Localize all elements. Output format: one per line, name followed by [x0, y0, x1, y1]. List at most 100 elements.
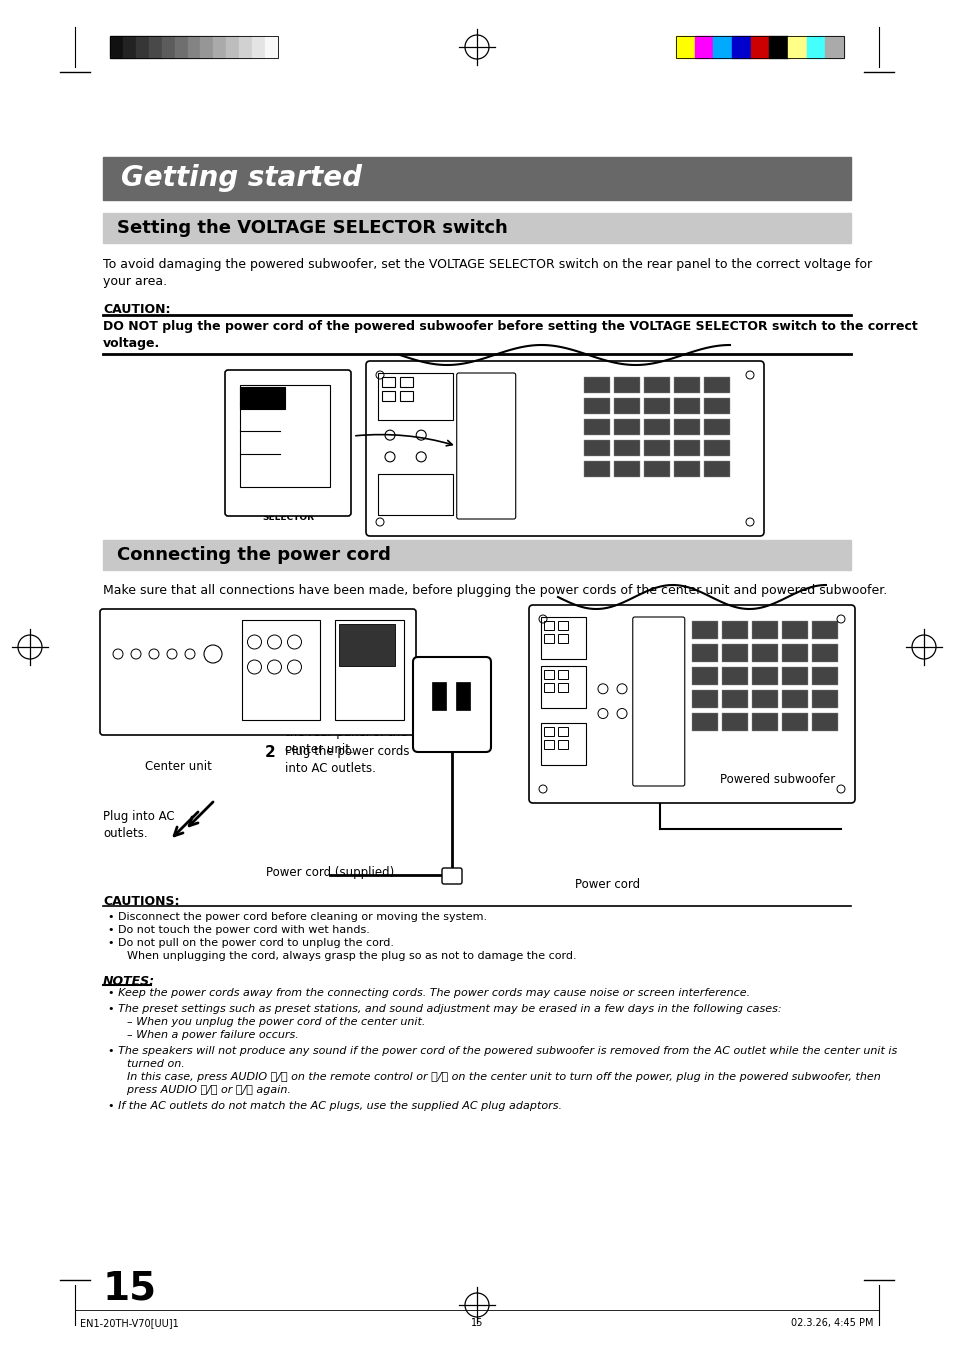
Bar	[584, 377, 610, 393]
Bar	[694, 37, 713, 58]
Bar	[103, 214, 850, 243]
Bar	[381, 391, 395, 402]
Bar	[781, 621, 807, 639]
Text: • Keep the power cords away from the connecting cords. The power cords may cause: • Keep the power cords away from the con…	[108, 988, 749, 998]
Bar	[644, 397, 670, 414]
Bar	[811, 644, 837, 662]
Text: To avoid damaging the powered subwoofer, set the VOLTAGE SELECTOR switch on the : To avoid damaging the powered subwoofer,…	[103, 258, 871, 288]
Bar	[432, 681, 446, 710]
Bar	[751, 621, 778, 639]
Text: 127V: 127V	[476, 435, 495, 442]
Text: VOLTAGE
SELECTOR: VOLTAGE SELECTOR	[470, 508, 502, 519]
Bar	[377, 373, 453, 419]
Text: press AUDIO ⏻/⏵ or ⏻/⏵ again.: press AUDIO ⏻/⏵ or ⏻/⏵ again.	[112, 1086, 291, 1095]
Bar	[540, 617, 585, 658]
Bar	[676, 37, 843, 58]
Bar	[674, 377, 700, 393]
Bar	[558, 671, 567, 679]
Bar	[584, 461, 610, 477]
Bar	[558, 740, 567, 749]
Bar	[750, 37, 768, 58]
Bar	[674, 439, 700, 456]
Bar	[399, 377, 413, 387]
Text: 110V: 110V	[294, 449, 321, 460]
Bar	[239, 37, 252, 58]
Text: When unplugging the cord, always grasp the plug so as not to damage the cord.: When unplugging the cord, always grasp t…	[112, 950, 576, 961]
Bar	[110, 37, 123, 58]
Bar	[614, 397, 639, 414]
Bar	[703, 397, 730, 414]
Bar	[691, 667, 718, 685]
Text: VOLTAGE
SELECTOR: VOLTAGE SELECTOR	[262, 503, 314, 522]
Bar	[540, 723, 585, 765]
Bar	[614, 461, 639, 477]
FancyBboxPatch shape	[413, 657, 491, 752]
Bar	[252, 37, 265, 58]
Text: In this case, press AUDIO ⏻/⏵ on the remote control or ⏻/⏵ on the center unit to: In this case, press AUDIO ⏻/⏵ on the rem…	[112, 1072, 880, 1082]
Bar	[768, 37, 787, 58]
Bar	[674, 419, 700, 435]
Bar	[751, 713, 778, 731]
Bar	[265, 37, 277, 58]
Bar	[787, 37, 806, 58]
Bar	[781, 667, 807, 685]
Bar	[691, 690, 718, 708]
Bar	[543, 727, 554, 735]
Bar	[781, 713, 807, 731]
Text: 1: 1	[265, 675, 275, 690]
Text: Plug into AC
outlets.: Plug into AC outlets.	[103, 810, 174, 840]
Text: Connecting the power cord: Connecting the power cord	[117, 546, 391, 564]
Bar	[691, 644, 718, 662]
Text: turned on.: turned on.	[112, 1059, 185, 1069]
Bar	[674, 461, 700, 477]
Bar	[543, 671, 554, 679]
Bar	[226, 37, 239, 58]
Bar	[103, 539, 850, 571]
Text: Powered subwoofer: Powered subwoofer	[720, 773, 835, 786]
Text: DO NOT plug the power cord of the powered subwoofer before setting the VOLTAGE S: DO NOT plug the power cord of the powere…	[103, 320, 917, 350]
Text: Firmly insert the
supplied power cord into
the ∼ AC IN socket on
the rear panel : Firmly insert the supplied power cord in…	[285, 675, 431, 756]
Text: 15: 15	[103, 1270, 157, 1307]
Text: 110V: 110V	[650, 731, 666, 737]
Text: TO SP-POWER: TO SP-POWER	[111, 630, 149, 635]
Bar	[644, 377, 670, 393]
Text: 2: 2	[265, 745, 275, 760]
Bar	[721, 713, 747, 731]
Bar	[381, 377, 395, 387]
Bar	[703, 439, 730, 456]
Text: • The preset settings such as preset stations, and sound adjustment may be erase: • The preset settings such as preset sta…	[108, 1005, 781, 1014]
Bar	[335, 621, 403, 721]
Bar	[558, 683, 567, 692]
Bar	[584, 397, 610, 414]
Text: VOLTAGE
SELECTOR: VOLTAGE SELECTOR	[644, 776, 672, 787]
Bar	[703, 377, 730, 393]
Bar	[811, 690, 837, 708]
Bar	[721, 690, 747, 708]
Bar	[806, 37, 824, 58]
Text: • Do not touch the power cord with wet hands.: • Do not touch the power cord with wet h…	[108, 925, 370, 936]
Bar	[811, 713, 837, 731]
Bar	[674, 397, 700, 414]
Bar	[399, 391, 413, 402]
Bar	[213, 37, 226, 58]
Bar	[691, 713, 718, 731]
Bar	[751, 667, 778, 685]
Text: 230V: 230V	[476, 400, 495, 407]
Bar	[644, 439, 670, 456]
Bar	[543, 740, 554, 749]
FancyBboxPatch shape	[366, 361, 763, 535]
Bar	[543, 634, 554, 644]
Bar	[135, 37, 149, 58]
Bar	[614, 439, 639, 456]
Text: – When a power failure occurs.: – When a power failure occurs.	[112, 1030, 298, 1040]
Bar	[731, 37, 750, 58]
Text: Setting the VOLTAGE SELECTOR switch: Setting the VOLTAGE SELECTOR switch	[117, 219, 507, 237]
Text: 127V: 127V	[650, 691, 666, 696]
Bar	[721, 644, 747, 662]
Bar	[110, 37, 277, 58]
Bar	[188, 37, 200, 58]
Text: 127V: 127V	[294, 426, 321, 435]
Bar	[240, 387, 285, 410]
Bar	[824, 37, 843, 58]
Bar	[377, 473, 453, 515]
